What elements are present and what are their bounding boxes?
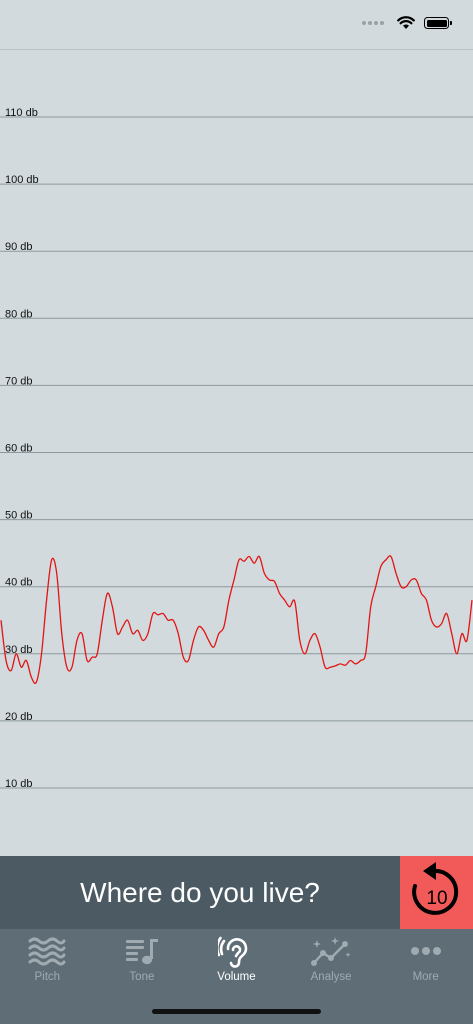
tab-label-pitch: Pitch <box>34 971 61 983</box>
y-tick-label: 90 db <box>5 241 33 253</box>
battery-icon <box>424 17 452 29</box>
replay-10-button[interactable]: 10 <box>400 856 473 929</box>
y-tick-label: 30 db <box>5 644 33 656</box>
y-tick-label: 100 db <box>5 174 39 186</box>
volume-series-line <box>0 555 473 685</box>
status-bar <box>0 0 473 50</box>
y-tick-label: 50 db <box>5 510 33 522</box>
signal-dots-icon <box>362 21 384 25</box>
waves-icon <box>28 937 66 966</box>
tab-more[interactable]: More <box>378 929 473 989</box>
tab-bar: Pitch Tone Volume <box>0 929 473 1024</box>
tab-volume[interactable]: Volume <box>189 929 284 989</box>
y-tick-label: 40 db <box>5 577 33 589</box>
y-tick-label: 60 db <box>5 443 33 455</box>
chart-sparkle-icon <box>311 937 351 966</box>
volume-chart: 10 db 20 db 30 db 40 db 50 db 60 db 70 db 80 db… <box>0 50 473 856</box>
replay-10-icon: 10 <box>412 862 459 915</box>
tab-label-analyse: Analyse <box>310 971 352 983</box>
tab-label-more: More <box>412 971 439 983</box>
question-text: Where do you live? <box>80 876 320 908</box>
replay-label: 10 <box>426 888 447 909</box>
y-tick-label: 20 db <box>5 711 33 723</box>
tab-label-tone: Tone <box>129 971 155 983</box>
volume-chart-svg: 10 db 20 db 30 db 40 db 50 db 60 db 70 db 80 db… <box>0 107 473 790</box>
y-tick-label: 10 db <box>5 778 33 790</box>
tab-tone[interactable]: Tone <box>95 929 190 989</box>
more-dots-icon <box>410 947 441 955</box>
y-tick-label: 110 db <box>5 107 38 119</box>
question-bar: Where do you live? 10 <box>0 856 473 929</box>
tab-analyse[interactable]: Analyse <box>284 929 379 989</box>
tab-pitch[interactable]: Pitch <box>0 929 95 989</box>
y-tick-label: 70 db <box>5 375 33 387</box>
status-icons <box>362 16 452 30</box>
ear-icon <box>218 936 248 968</box>
wifi-icon <box>397 16 415 29</box>
y-tick-label: 80 db <box>5 308 33 320</box>
home-indicator <box>152 1009 321 1014</box>
tab-label-volume: Volume <box>217 971 256 983</box>
music-notes-icon <box>125 939 158 965</box>
